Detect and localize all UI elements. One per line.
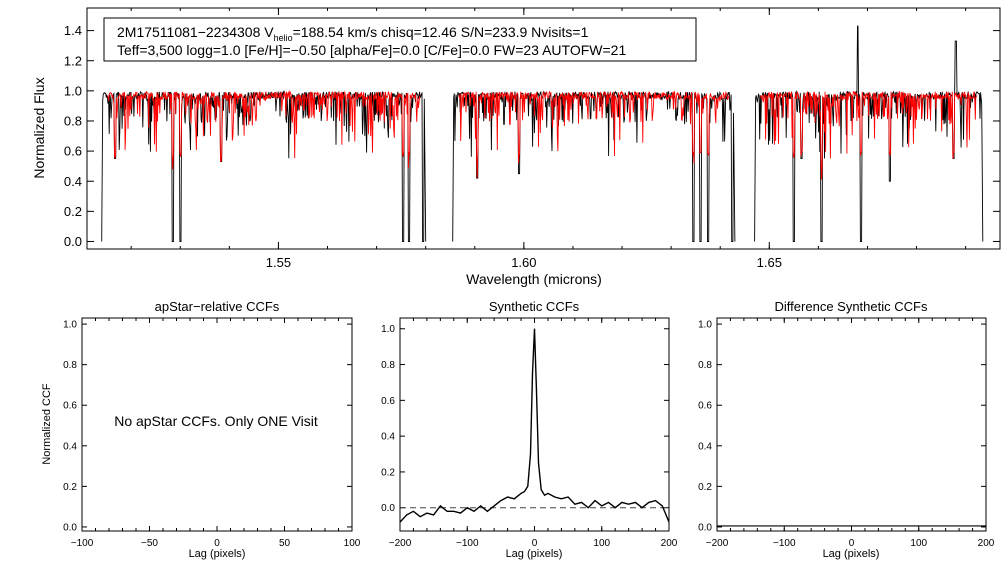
apstar-ccf-y-tick-label: 0.2 (63, 482, 77, 493)
synthetic-ccf-x-tick-label: 0 (532, 538, 538, 549)
difference-ccf-x-tick-label: −100 (773, 538, 796, 549)
synthetic-ccf-panel: Synthetic CCFs 0.0 0.2 0.4 0.6 0.8 1.0 −200 −1… (381, 299, 678, 560)
info-box-line-2: Teff=3,500 logg=1.0 [Fe/H]=−0.50 [alpha/… (117, 42, 626, 58)
info-box-line-1: 2M17511081−2234308 Vhelio=188.54 km/s ch… (117, 24, 589, 43)
synthetic-ccf-frame (399, 317, 670, 532)
spectrum-x-tick-labels: 1.55 1.60 1.65 (266, 255, 782, 270)
synthetic-ccf-y-tick-label: 0.6 (381, 396, 395, 407)
spectrum-x-tick-label: 1.55 (266, 255, 291, 270)
observed-spectrum-segment (754, 25, 984, 242)
spectrum-y-tick-label: 1.0 (64, 83, 82, 98)
difference-ccf-y-tick-label: 0.4 (698, 441, 712, 452)
apstar-ccf-y-tick-label: 0.0 (63, 522, 77, 533)
synthetic-ccf-y-tick-label: 0.8 (381, 360, 395, 371)
synthetic-ccf-x-tick-labels: −200 −100 0 100 200 (389, 538, 678, 549)
apstar-ccf-y-tick-label: 0.4 (63, 441, 77, 452)
apstar-ccf-y-tick-label: 0.8 (63, 360, 77, 371)
difference-ccf-y-tick-label: 0.2 (698, 482, 712, 493)
difference-ccf-x-tick-label: 100 (910, 538, 927, 549)
apstar-ccf-x-tick-label: −50 (141, 538, 158, 549)
synthetic-ccf-y-tick-label: 1.0 (381, 324, 395, 335)
spectrum-y-axis-label: Normalized Flux (31, 77, 47, 178)
difference-ccf-x-tick-label: −200 (706, 538, 729, 549)
spectrum-y-tick-labels: 0.0 0.2 0.4 0.6 0.8 1.0 1.2 1.4 (64, 23, 82, 249)
spectrum-panel: 0.0 0.2 0.4 0.6 0.8 1.0 1.2 1.4 1.55 1.60 1.65 Wa… (31, 7, 1001, 287)
synthetic-ccf-y-tick-label: 0.2 (381, 467, 395, 478)
spectrum-y-tick-label: 0.0 (64, 234, 82, 249)
difference-ccf-x-tick-labels: −200 −100 0 100 200 (706, 538, 995, 549)
synthetic-ccf-x-tick-label: 100 (593, 538, 610, 549)
spectrum-frame (86, 7, 1001, 250)
apstar-ccf-y-tick-label: 1.0 (63, 320, 77, 331)
apstar-ccf-y-tick-labels: 0.0 0.2 0.4 0.6 0.8 1.0 (63, 320, 77, 534)
info-line1-prefix: 2M17511081−2234308 V (117, 24, 274, 40)
difference-ccf-x-tick-label: 0 (849, 538, 855, 549)
spectrum-traces (101, 25, 984, 242)
difference-ccf-y-tick-label: 1.0 (698, 320, 712, 331)
synthetic-ccf-curve (399, 328, 670, 523)
spectrum-x-tick-label: 1.65 (757, 255, 782, 270)
difference-ccf-x-tick-label: 200 (978, 538, 995, 549)
synthetic-ccf-x-tick-label: 200 (661, 538, 678, 549)
apstar-ccf-x-tick-label: −100 (71, 538, 94, 549)
difference-ccf-panel: Difference Synthetic CCFs 0.00.20.40.60.… (698, 299, 995, 560)
spectrum-x-tick-label: 1.60 (511, 255, 536, 270)
model-spectrum-segment (107, 90, 421, 170)
synthetic-ccf-y-tick-label: 0.0 (381, 503, 395, 514)
apstar-ccf-x-tick-label: 100 (344, 538, 361, 549)
spectrum-y-tick-label: 0.6 (64, 144, 82, 159)
apstar-ccf-y-axis-label: Normalized CCF (41, 383, 53, 465)
difference-ccf-y-tick-label: 0.6 (698, 401, 712, 412)
info-line1-suffix: =188.54 km/s chisq=12.46 S/N=233.9 Nvisi… (293, 24, 589, 40)
spectrum-y-tick-label: 0.4 (64, 174, 82, 189)
observed-spectrum-segment (452, 90, 736, 242)
info-line1-subscript: helio (274, 33, 293, 43)
difference-ccf-ticks (716, 318, 987, 531)
difference-ccf-y-tick-labels: 0.0 0.2 0.4 0.6 0.8 1.0 (698, 320, 712, 534)
synthetic-ccf-title: Synthetic CCFs (489, 299, 580, 314)
apstar-ccf-x-tick-label: 50 (279, 538, 291, 549)
synthetic-ccf-x-axis-label: Lag (pixels) (506, 548, 563, 560)
apstar-ccf-x-axis-label: Lag (pixels) (189, 548, 246, 560)
difference-ccf-x-axis-label: Lag (pixels) (823, 548, 880, 560)
difference-ccf-y-tick-label: 0.8 (698, 360, 712, 371)
spectrum-info-box: 2M17511081−2234308 Vhelio=188.54 km/s ch… (103, 17, 697, 62)
model-spectrum-segment (458, 90, 730, 179)
apstar-ccf-x-tick-label: 0 (214, 538, 220, 549)
apstar-ccf-x-tick-labels: −100 −50 0 50 100 (71, 538, 361, 549)
apstar-ccf-y-tick-label: 0.6 (63, 401, 77, 412)
apstar-ccf-panel: apStar−relative CCFs 0.00.20.40.60.81.0 … (41, 299, 361, 560)
apstar-ccf-frame (81, 317, 353, 532)
spectrum-y-tick-label: 1.2 (64, 53, 82, 68)
spectrum-x-axis-label: Wavelength (microns) (466, 271, 602, 287)
spectrum-y-tick-label: 1.4 (64, 23, 82, 38)
synthetic-ccf-y-tick-labels: 0.0 0.2 0.4 0.6 0.8 1.0 (381, 324, 395, 514)
difference-ccf-frame (716, 317, 987, 532)
apstar-ccf-note: No apStar CCFs. Only ONE Visit (114, 413, 318, 429)
synthetic-ccf-x-tick-label: −100 (456, 538, 479, 549)
synthetic-ccf-x-tick-label: −200 (389, 538, 412, 549)
difference-ccf-title: Difference Synthetic CCFs (775, 299, 928, 314)
synthetic-ccf-y-tick-label: 0.4 (381, 432, 395, 443)
model-spectrum-segment (760, 90, 978, 180)
spectrum-y-tick-label: 0.2 (64, 204, 82, 219)
difference-ccf-y-tick-label: 0.0 (698, 522, 712, 533)
info-box-frame (103, 17, 697, 62)
synthetic-ccf-traces (399, 328, 670, 523)
spectrum-y-tick-label: 0.8 (64, 114, 82, 129)
apstar-ccf-title: apStar−relative CCFs (155, 299, 280, 314)
